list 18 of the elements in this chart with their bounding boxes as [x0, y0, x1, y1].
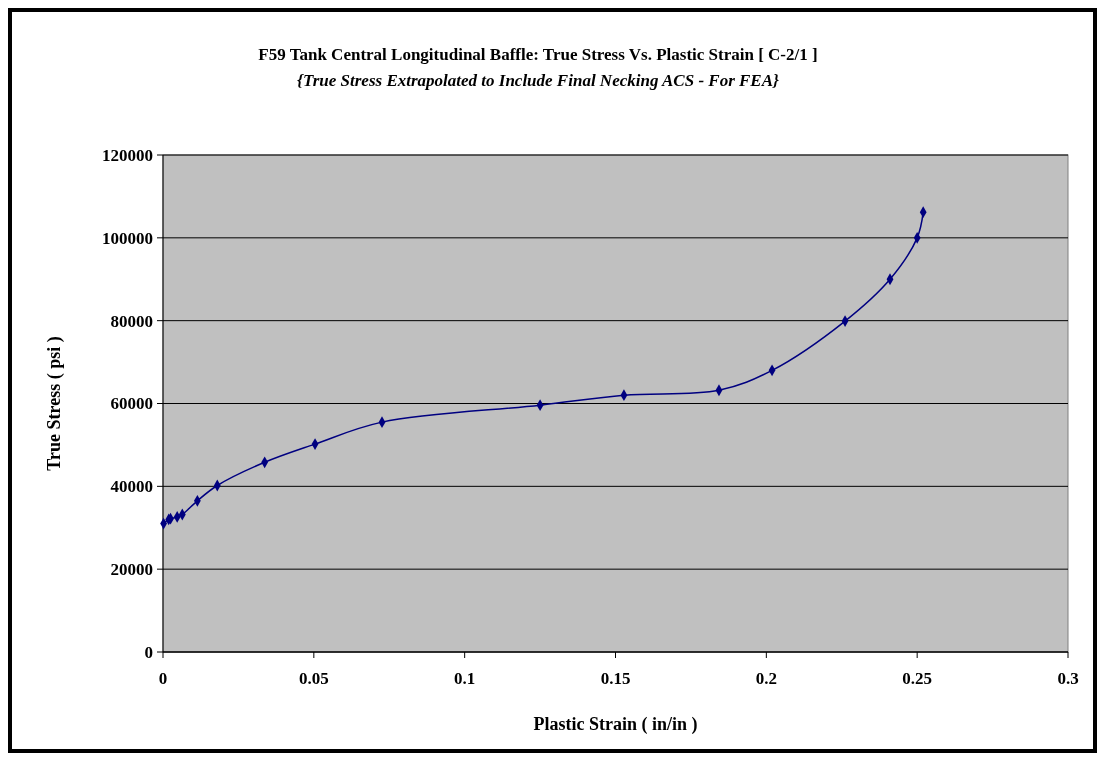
x-tick-label: 0.1: [454, 669, 476, 688]
chart-subtitle: {True Stress Extrapolated to Include Final Necking ACS - For FEA}: [297, 71, 780, 90]
x-tick-label: 0.3: [1057, 669, 1079, 688]
y-tick-label: 40000: [110, 477, 153, 497]
y-tick-label: 60000: [110, 394, 153, 414]
chart-title: F59 Tank Central Longitudinal Baffle: True Stress Vs. Plastic Strain [ C-2/1 ]: [258, 45, 818, 64]
x-tick-label: 0: [158, 669, 168, 688]
x-axis-title: Plastic Strain ( in/in ): [533, 714, 698, 735]
y-tick-label: 20000: [110, 560, 153, 580]
x-tick-label: 0.25: [902, 669, 933, 688]
x-tick-label: 0.15: [600, 669, 631, 688]
y-tick-label: 0: [144, 642, 153, 662]
y-tick-label: 100000: [102, 228, 153, 248]
y-tick-label: 80000: [110, 311, 153, 331]
x-tick-label: 0.2: [755, 669, 777, 688]
x-tick-label: 0.05: [298, 669, 329, 688]
y-axis-title: True Stress ( psi ): [44, 336, 65, 471]
y-tick-label: 120000: [102, 145, 153, 165]
